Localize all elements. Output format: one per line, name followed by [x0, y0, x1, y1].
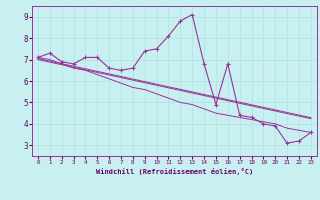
X-axis label: Windchill (Refroidissement éolien,°C): Windchill (Refroidissement éolien,°C) [96, 168, 253, 175]
